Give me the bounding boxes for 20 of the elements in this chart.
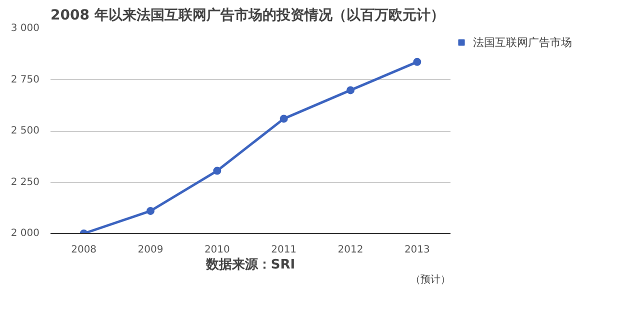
x-tick-label: 2011 [271,244,297,256]
point [346,86,354,94]
y-tick-label: 3 000 [10,23,40,34]
x-tick-label: 2013 [404,244,430,256]
x-tick-label: 2012 [338,244,364,256]
text: （预计） [410,274,450,286]
x-tick-label: 2010 [204,244,230,256]
point [280,114,288,123]
x-tick-label: 2009 [138,244,164,256]
point [413,58,422,66]
point [146,206,154,215]
source-note: 数据来源：SRI [204,258,296,272]
legend-label: 法国互联网广告市场 [473,34,572,50]
y-tick-label: 2 250 [10,176,40,188]
x-tick-label: 2008 [71,244,97,256]
y-tick-label: 2 000 [10,228,40,239]
y-tick-label: 2 500 [10,126,40,136]
point [213,166,222,175]
y-tick-label: 2 750 [10,74,40,86]
chart-title: 2008 年以来法国互联网广告市场的投资情况（以百万欧元计） [50,6,444,24]
